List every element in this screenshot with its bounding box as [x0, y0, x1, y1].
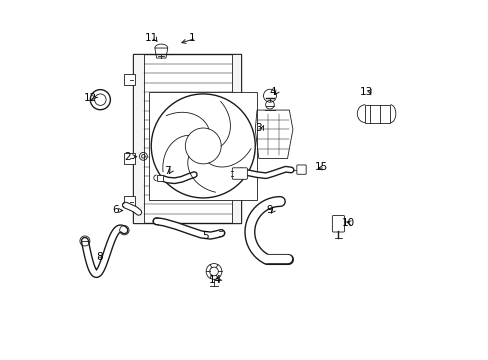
FancyBboxPatch shape	[332, 216, 344, 232]
Bar	[231, 54, 241, 223]
Bar	[124, 74, 135, 85]
Bar	[365, 105, 389, 123]
Text: 15: 15	[314, 162, 327, 172]
Text: 6: 6	[112, 206, 119, 216]
Text: 10: 10	[341, 218, 354, 228]
Text: 9: 9	[266, 206, 272, 216]
Text: 1: 1	[189, 33, 195, 43]
Bar	[133, 54, 241, 223]
Text: 7: 7	[164, 166, 170, 176]
Text: 13: 13	[359, 87, 372, 97]
Text: 3: 3	[255, 123, 262, 133]
Text: 8: 8	[96, 252, 102, 262]
Bar	[156, 175, 163, 181]
Text: 5: 5	[202, 231, 208, 240]
Text: 2: 2	[124, 152, 131, 162]
FancyBboxPatch shape	[232, 168, 247, 179]
Text: 4: 4	[269, 87, 276, 97]
Text: 12: 12	[83, 93, 97, 103]
Bar	[124, 196, 135, 207]
Bar	[149, 92, 257, 200]
FancyBboxPatch shape	[296, 165, 305, 174]
Text: 11: 11	[144, 33, 158, 43]
Bar	[133, 54, 144, 223]
Text: 14: 14	[209, 275, 222, 285]
Bar	[124, 153, 135, 164]
